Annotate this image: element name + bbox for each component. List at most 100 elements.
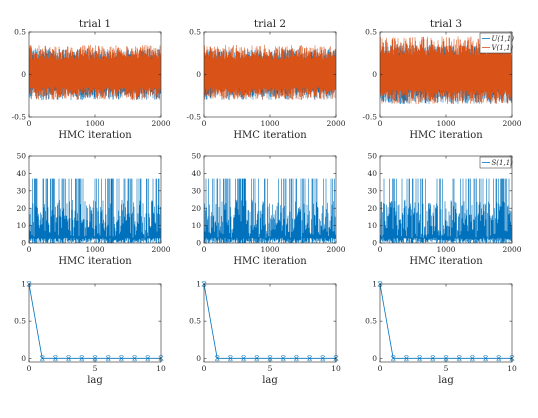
x-axis-label: HMC iteration xyxy=(58,130,132,141)
x-axis-label: lag xyxy=(262,375,278,386)
acf-point-lag-1 xyxy=(390,355,396,361)
acf-errorbar-lag-9 xyxy=(497,355,501,362)
acf-errorbar-lag-4 xyxy=(80,355,84,362)
y-tick-label: 0.5 xyxy=(14,317,26,326)
subplot-acf-trial-3: 0 5 10 0 0.5 1 lag xyxy=(365,280,517,386)
x-tick-label: 0 xyxy=(27,364,32,373)
acf-errorbar-lag-9 xyxy=(321,355,325,362)
acf-point-lag-2 xyxy=(227,355,233,361)
subplot-trace-s-trial-2: 0 1000 2000 0 10 20 30 40 50 HMC iteration xyxy=(191,152,345,267)
legend: S(1,1) xyxy=(479,156,514,169)
axes-box xyxy=(379,283,513,363)
acf-point-lag-7 xyxy=(469,355,475,361)
acf-point-lag-7 xyxy=(293,355,299,361)
y-tick-label: 40 xyxy=(16,169,26,178)
x-tick-label: 5 xyxy=(268,364,273,373)
x-axis-label: HMC iteration xyxy=(409,256,483,267)
y-tick-label: 20 xyxy=(191,204,201,213)
x-tick-label: 0 xyxy=(202,119,207,128)
acf-point-lag-8 xyxy=(132,355,138,361)
x-axis-label: HMC iteration xyxy=(233,130,307,141)
acf-point-lag-9 xyxy=(320,355,326,361)
x-tick-label: 2000 xyxy=(151,119,170,128)
x-tick-label: 1000 xyxy=(260,119,279,128)
acf-point-lag-6 xyxy=(105,355,111,361)
x-tick-label: 10 xyxy=(156,364,166,373)
acf-point-lag-5 xyxy=(267,355,273,361)
y-tick-label: 20 xyxy=(367,204,377,213)
x-tick-label: 1000 xyxy=(436,245,455,254)
y-tick-label: 0.5 xyxy=(14,28,26,37)
series-line-S xyxy=(29,178,161,243)
acf-errorbar-lag-1 xyxy=(215,355,219,362)
subplot-title: trial 3 xyxy=(430,18,462,30)
y-tick-label: 50 xyxy=(191,152,201,161)
y-tick-label: 10 xyxy=(191,221,201,230)
x-tick-label: 5 xyxy=(444,364,449,373)
acf-errorbar-lag-6 xyxy=(281,355,285,362)
legend: U(1,1)V(1,1) xyxy=(479,32,515,54)
acf-errorbar-lag-3 xyxy=(242,355,246,362)
acf-errorbar-lag-8 xyxy=(308,355,312,362)
acf-point-lag-8 xyxy=(307,355,313,361)
acf-errorbar-lag-1 xyxy=(40,355,44,362)
acf-errorbar-lag-3 xyxy=(67,355,71,362)
y-tick-label: 0 xyxy=(21,239,26,248)
acf-point-lag-4 xyxy=(79,355,85,361)
x-axis-label: HMC iteration xyxy=(233,256,307,267)
acf-point-lag-3 xyxy=(241,355,247,361)
legend-label: V(1,1) xyxy=(492,44,514,52)
series-line-V xyxy=(29,44,161,100)
y-tick-label: 1 xyxy=(21,280,26,289)
acf-errorbar-lag-6 xyxy=(106,355,110,362)
x-tick-label: 1000 xyxy=(85,119,104,128)
x-tick-label: 2000 xyxy=(502,119,521,128)
series-line-S xyxy=(380,178,512,243)
x-tick-label: 1000 xyxy=(85,245,104,254)
plot-area xyxy=(29,178,161,243)
legend-box xyxy=(479,32,512,54)
x-tick-label: 1000 xyxy=(260,245,279,254)
legend-label: U(1,1) xyxy=(492,35,515,43)
x-axis-label: lag xyxy=(87,375,103,386)
acf-point-lag-9 xyxy=(145,355,151,361)
x-tick-label: 0 xyxy=(202,245,207,254)
acf-errorbar-lag-8 xyxy=(484,355,488,362)
y-tick-label: 0 xyxy=(21,354,26,363)
acf-errorbar-lag-8 xyxy=(133,355,137,362)
acf-errorbar-lag-4 xyxy=(431,355,435,362)
acf-errorbar-lag-2 xyxy=(404,355,408,362)
acf-point-lag-6 xyxy=(456,355,462,361)
legend-box xyxy=(479,156,512,169)
y-tick-label: 1 xyxy=(196,280,201,289)
x-tick-label: 0 xyxy=(378,245,383,254)
x-tick-label: 0 xyxy=(378,119,383,128)
acf-point-lag-2 xyxy=(403,355,409,361)
y-tick-label: 40 xyxy=(191,169,201,178)
acf-errorbar-lag-7 xyxy=(119,355,123,362)
acf-errorbar-lag-6 xyxy=(457,355,461,362)
y-tick-label: 30 xyxy=(16,186,26,195)
plot-area xyxy=(380,36,512,105)
acf-line xyxy=(203,283,336,359)
acf-errorbar-lag-3 xyxy=(418,355,422,362)
subplot-trace-s-trial-1: 0 1000 2000 0 10 20 30 40 50 HMC iteration xyxy=(16,152,170,267)
subplot-acf-trial-1: 0 5 10 0 0.5 1 lag xyxy=(14,280,166,386)
legend-label: S(1,1) xyxy=(492,159,514,167)
acf-point-lag-1 xyxy=(39,355,45,361)
x-tick-label: 2000 xyxy=(151,245,170,254)
x-axis-label: HMC iteration xyxy=(409,130,483,141)
y-tick-label: 30 xyxy=(367,186,377,195)
acf-errorbar-lag-2 xyxy=(228,355,232,362)
acf-errorbar-lag-7 xyxy=(294,355,298,362)
y-tick-label: 0 xyxy=(196,70,201,79)
acf-errorbar-lag-4 xyxy=(255,355,259,362)
acf-point-lag-6 xyxy=(280,355,286,361)
series-line-V xyxy=(380,36,512,105)
acf-point-lag-7 xyxy=(118,355,124,361)
acf-point-lag-4 xyxy=(254,355,260,361)
plot-area xyxy=(204,44,336,100)
subplot-acf-trial-2: 0 5 10 0 0.5 1 lag xyxy=(189,280,341,386)
acf-line xyxy=(28,283,161,359)
x-tick-label: 10 xyxy=(507,364,517,373)
